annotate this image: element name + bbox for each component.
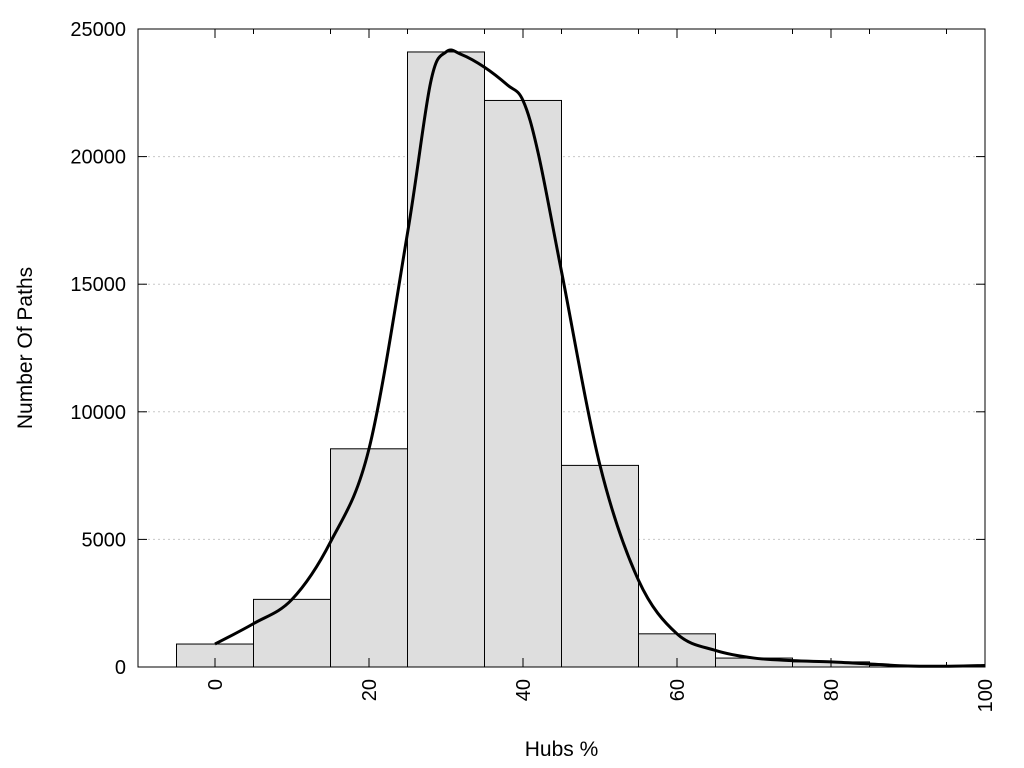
x-axis-label: Hubs % — [525, 738, 599, 761]
histogram-bar — [484, 99, 562, 668]
density-curve — [214, 48, 986, 668]
y-axis-label: Number Of Paths — [14, 267, 37, 429]
y-tick-label: 15000 — [70, 274, 126, 296]
x-axis-ticks: 0 20 40 60 80 100 — [205, 29, 997, 712]
x-tick-label: 80 — [821, 679, 843, 701]
x-tick-label: 100 — [975, 679, 997, 712]
y-tick-label: 20000 — [70, 147, 126, 169]
y-tick-label: 25000 — [70, 19, 126, 41]
histogram-bar — [253, 598, 331, 668]
y-tick-label: 5000 — [82, 529, 127, 551]
x-tick-label: 20 — [359, 679, 381, 701]
x-tick-label: 60 — [667, 679, 689, 701]
x-tick-label: 40 — [513, 679, 535, 701]
histogram-bar — [561, 464, 639, 668]
density-curve-layer — [214, 48, 986, 668]
grid-lines — [138, 156, 985, 540]
y-tick-label: 10000 — [70, 402, 126, 424]
histogram-bars — [176, 51, 947, 668]
histogram-bar — [330, 448, 408, 668]
y-axis-ticks: 0 5000 10000 15000 20000 25000 — [70, 19, 985, 679]
y-tick-label: 0 — [115, 657, 126, 679]
histogram-bar — [407, 51, 485, 668]
x-tick-label: 0 — [205, 679, 227, 690]
